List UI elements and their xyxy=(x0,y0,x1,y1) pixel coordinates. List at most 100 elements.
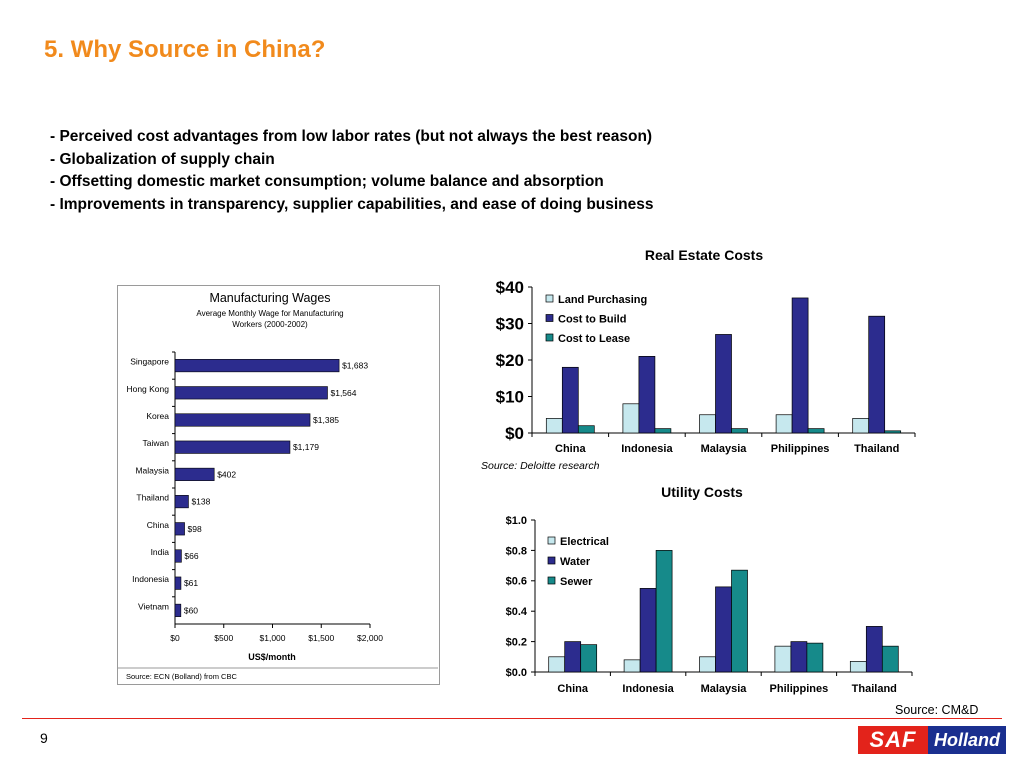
wages-x-tick-label: $2,000 xyxy=(357,633,383,643)
wages-value-label: $1,683 xyxy=(342,361,368,371)
bullet-item: - Offsetting domestic market consumption… xyxy=(50,173,604,190)
wages-bar xyxy=(174,413,311,427)
wages-category-label: Taiwan xyxy=(143,438,170,448)
utility-bar-water xyxy=(639,588,657,673)
real-estate-bar-cost-to-build xyxy=(791,297,809,434)
utility-category-label: Indonesia xyxy=(622,683,674,695)
utility-bar-water xyxy=(790,641,808,673)
real-estate-y-tick-label: $20 xyxy=(496,351,524,370)
utility-legend-swatch xyxy=(547,576,556,585)
real-estate-bar-cost-to-lease xyxy=(807,428,825,434)
wages-category-label: Vietnam xyxy=(138,601,169,611)
wages-bar xyxy=(174,576,182,590)
utility-bar-sewer xyxy=(655,550,673,673)
wages-x-tick-label: $1,000 xyxy=(260,633,286,643)
utility-y-tick-label: $0.8 xyxy=(506,545,527,557)
utility-legend-swatch xyxy=(547,556,556,565)
wages-category-label: Singapore xyxy=(130,357,169,367)
wages-chart-subtitle: Average Monthly Wage for Manufacturing Wo… xyxy=(196,309,343,329)
real-estate-y-tick-label: $10 xyxy=(496,387,524,406)
wages-category-label: India xyxy=(151,547,170,557)
utility-bar-sewer xyxy=(580,644,598,673)
utility-y-tick-label: $0.2 xyxy=(506,636,527,648)
utility-y-tick-label: $0.0 xyxy=(506,667,527,679)
wages-bar xyxy=(174,549,182,563)
real-estate-category-label: Philippines xyxy=(771,443,830,455)
utility-bar-electrical xyxy=(849,661,867,673)
utility-bar-electrical xyxy=(623,659,641,673)
wages-x-tick-label: $1,500 xyxy=(308,633,334,643)
utility-bar-water xyxy=(564,641,582,673)
real-estate-bar-cost-to-lease xyxy=(654,428,672,434)
utility-bar-sewer xyxy=(806,642,824,673)
utility-category-label: Malaysia xyxy=(701,683,748,695)
utility-bar-sewer xyxy=(731,569,748,673)
real-estate-y-tick-label: $40 xyxy=(496,278,524,297)
utility-y-tick-label: $0.4 xyxy=(506,606,528,618)
utility-legend-label: Sewer xyxy=(560,576,593,588)
real-estate-bar-cost-to-lease xyxy=(884,430,902,434)
saf-holland-logo: SAF Holland xyxy=(858,726,1006,754)
utility-bar-water xyxy=(715,586,732,673)
wages-bar xyxy=(174,495,189,509)
real-estate-legend-label: Cost to Build xyxy=(558,314,626,326)
real-estate-bar-cost-to-build xyxy=(715,334,732,434)
wages-bar xyxy=(174,386,328,400)
utility-bar-electrical xyxy=(774,645,792,673)
real-estate-bar-cost-to-build xyxy=(868,315,886,434)
bullet-list: - Perceived cost advantages from low lab… xyxy=(50,126,654,216)
wages-value-label: $98 xyxy=(188,524,202,534)
real-estate-legend-label: Land Purchasing xyxy=(558,294,647,306)
real-estate-y-tick-label: $30 xyxy=(496,314,524,333)
wages-bar xyxy=(174,522,185,536)
utility-legend-label: Water xyxy=(560,556,591,568)
wages-bar xyxy=(174,440,291,454)
real-estate-legend-swatch xyxy=(545,333,554,342)
bullet-item: - Globalization of supply chain xyxy=(50,150,275,168)
real-estate-bar-cost-to-lease xyxy=(577,425,595,434)
wages-category-label: Hong Kong xyxy=(126,384,169,394)
utility-bar-sewer xyxy=(881,645,899,673)
real-estate-category-label: Malaysia xyxy=(701,443,748,455)
utility-bar-electrical xyxy=(699,656,716,673)
wages-value-label: $402 xyxy=(217,469,236,479)
real-estate-source: Source: Deloitte research xyxy=(481,460,600,472)
footer-source: Source: CM&D xyxy=(895,703,979,717)
wages-value-label: $1,179 xyxy=(293,442,319,452)
real-estate-chart-title: Real Estate Costs xyxy=(645,247,763,263)
utility-legend-label: Electrical xyxy=(560,536,609,548)
wages-x-tick-label: $500 xyxy=(214,633,233,643)
real-estate-bar-cost-to-build xyxy=(561,366,579,434)
wages-bar xyxy=(174,467,215,481)
wages-value-label: $1,385 xyxy=(313,415,339,425)
bullet-item: - Improvements in transparency, supplier… xyxy=(50,195,654,213)
utility-bar-electrical xyxy=(548,656,566,673)
wages-value-label: $66 xyxy=(184,551,198,561)
utility-category-label: Thailand xyxy=(852,683,897,695)
wages-category-label: Korea xyxy=(146,411,169,421)
logo-saf-part: SAF xyxy=(858,726,928,754)
utility-category-label: Philippines xyxy=(770,683,829,695)
real-estate-category-label: China xyxy=(555,443,586,455)
footer-rule xyxy=(22,718,1002,719)
wages-category-label: Malaysia xyxy=(135,465,169,475)
utility-y-tick-label: $1.0 xyxy=(506,515,527,527)
wages-chart-frame xyxy=(117,285,440,685)
wages-x-tick-label: $0 xyxy=(170,633,180,643)
real-estate-category-label: Indonesia xyxy=(621,443,673,455)
real-estate-legend-swatch xyxy=(545,314,554,322)
wages-chart-title: Manufacturing Wages xyxy=(209,291,330,305)
utility-legend-swatch xyxy=(547,536,556,545)
wages-category-label: China xyxy=(147,520,169,530)
page-number: 9 xyxy=(40,730,48,746)
slide-title: 5. Why Source in China? xyxy=(44,36,326,63)
utility-y-tick-label: $0.6 xyxy=(506,576,527,588)
wages-source: Source: ECN (Bolland) from CBC xyxy=(126,672,237,681)
real-estate-category-label: Thailand xyxy=(854,443,899,455)
wages-x-axis-label: US$/month xyxy=(248,652,296,662)
wages-bar xyxy=(174,359,340,373)
real-estate-legend-label: Cost to Lease xyxy=(558,333,630,345)
wages-bar xyxy=(174,603,182,617)
